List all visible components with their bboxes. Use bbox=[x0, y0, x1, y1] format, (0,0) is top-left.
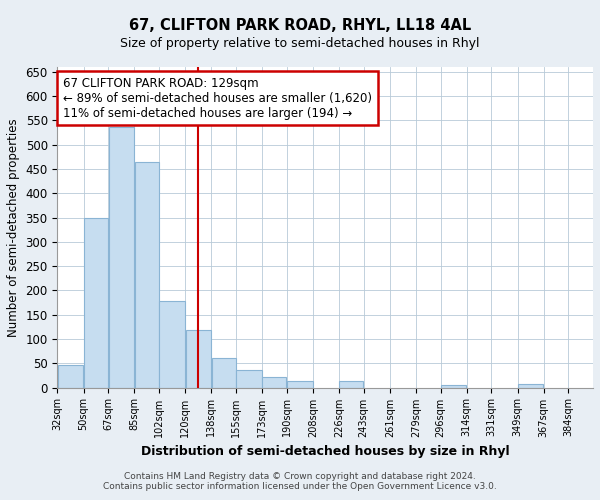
Text: Contains public sector information licensed under the Open Government Licence v3: Contains public sector information licen… bbox=[103, 482, 497, 491]
Text: 67, CLIFTON PARK ROAD, RHYL, LL18 4AL: 67, CLIFTON PARK ROAD, RHYL, LL18 4AL bbox=[129, 18, 471, 32]
Bar bbox=[84, 218, 108, 388]
Bar bbox=[287, 381, 313, 388]
Bar bbox=[262, 377, 286, 388]
Text: Size of property relative to semi-detached houses in Rhyl: Size of property relative to semi-detach… bbox=[120, 38, 480, 51]
Bar bbox=[518, 384, 544, 388]
Bar bbox=[185, 330, 211, 388]
Text: Contains HM Land Registry data © Crown copyright and database right 2024.: Contains HM Land Registry data © Crown c… bbox=[124, 472, 476, 481]
Bar bbox=[58, 365, 83, 388]
Text: 67 CLIFTON PARK ROAD: 129sqm
← 89% of semi-detached houses are smaller (1,620)
1: 67 CLIFTON PARK ROAD: 129sqm ← 89% of se… bbox=[63, 76, 372, 120]
Bar bbox=[135, 162, 159, 388]
X-axis label: Distribution of semi-detached houses by size in Rhyl: Distribution of semi-detached houses by … bbox=[141, 445, 509, 458]
Bar bbox=[109, 127, 134, 388]
Y-axis label: Number of semi-detached properties: Number of semi-detached properties bbox=[7, 118, 20, 336]
Bar bbox=[212, 358, 236, 388]
Bar bbox=[160, 301, 185, 388]
Bar bbox=[441, 385, 466, 388]
Bar bbox=[236, 370, 262, 388]
Bar bbox=[340, 381, 364, 388]
